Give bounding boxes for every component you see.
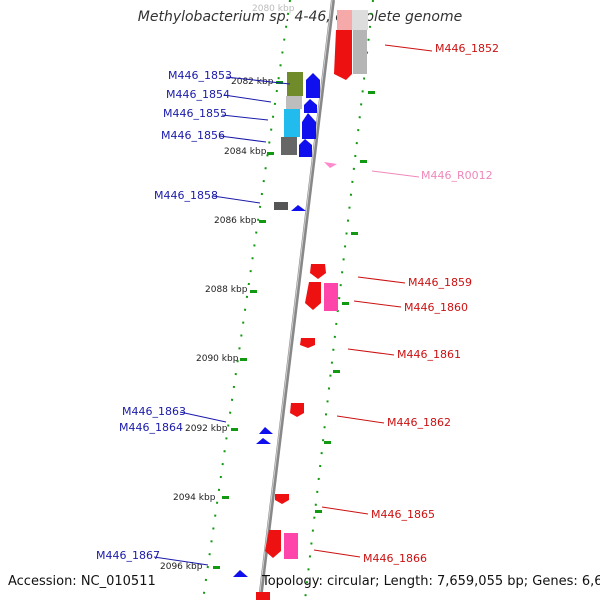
gene-M446_1855-arrow[interactable] [302,113,316,139]
gene-M446_R0012[interactable] [324,162,337,168]
gene-label-M446_1861[interactable]: M446_1861 [397,348,461,361]
gene-M446_1862[interactable] [290,403,304,417]
gene-label-M446_1855[interactable]: M446_1855 [163,107,227,120]
gene-M446_1865[interactable] [275,494,289,504]
left-labels: M446_1853 M446_1854 M446_1855 M446_1856 … [96,69,291,566]
tick-mark [213,566,220,569]
tick-mark [259,220,266,223]
tick-mark [231,428,238,431]
gene-M446_1861[interactable] [300,338,315,348]
gene-label-M446_1854[interactable]: M446_1854 [166,88,230,101]
gene-label-M446_1867[interactable]: M446_1867 [96,549,160,562]
gene-label-M446_1859[interactable]: M446_1859 [408,276,472,289]
gene-M446_1863[interactable] [259,427,273,434]
top-tick-label: 2080 kbp [252,4,295,14]
tick-label-2094: 2094 kbp [173,493,216,503]
tick-mark [342,302,349,305]
gene-label-M446_1865[interactable]: M446_1865 [371,508,435,521]
tick-label-2084: 2084 kbp [224,147,267,157]
gene-M446_1864[interactable] [256,438,271,444]
gene-label-M446_1864[interactable]: M446_1864 [119,421,183,434]
gene-cluster-1853-1856[interactable] [281,72,320,157]
gene-label-M446_1853[interactable]: M446_1853 [168,69,232,82]
tick-mark [360,160,367,163]
gene-M446_1867[interactable] [233,570,248,577]
gene-label-M446_1862[interactable]: M446_1862 [387,416,451,429]
gene-M446_1854-arrow[interactable] [304,99,317,113]
map-title: Methylobacterium sp. 4-46, complete geno… [137,9,463,25]
gene-label-M446_1866[interactable]: M446_1866 [363,552,427,565]
tick-label-2082: 2082 kbp [231,77,274,87]
gene-M446_1854-block[interactable] [286,96,302,109]
gene-label-M446_1863[interactable]: M446_1863 [122,405,186,418]
right-labels: M446_1852 M446_R0012 M446_1859 M446_1860… [313,42,499,565]
tick-mark [324,441,331,444]
tick-mark [250,290,257,293]
gene-M446_1855-block[interactable] [284,109,300,137]
gene-M446_1859[interactable] [310,264,326,279]
tick-label-2092: 2092 kbp [185,424,228,434]
gene-label-M446_1858[interactable]: M446_1858 [154,189,218,202]
scale-ticks: 2082 kbp 2084 kbp 2086 kbp 2088 kbp 2090… [160,77,375,572]
genome-backbone [258,0,335,600]
gene-M446_1856-arrow[interactable] [299,139,312,157]
gene-M446_1856-block[interactable] [281,137,297,155]
tick-mark [315,510,322,513]
tick-label-2088: 2088 kbp [205,285,248,295]
gene-label-M446_R0012[interactable]: M446_R0012 [421,169,493,182]
gene-M446_1858[interactable] [274,202,306,211]
accession-text: Accession: NC_010511 [8,574,156,589]
tick-mark [222,496,229,499]
tick-label-2096: 2096 kbp [160,562,203,572]
tick-mark [368,91,375,94]
gene-label-M446_1852[interactable]: M446_1852 [435,42,499,55]
topology-text: Topology: circular; Length: 7,659,055 bp… [262,574,600,589]
tick-label-2086: 2086 kbp [214,216,257,226]
gene-M446_1853-block[interactable] [287,72,303,96]
gene-M446_1852[interactable] [334,10,368,80]
gene-partial-bottom [256,592,270,600]
gene-M446_1853-arrow[interactable] [306,73,320,98]
genome-backbone-highlight [258,0,333,600]
tick-label-2090: 2090 kbp [196,354,239,364]
tick-mark [351,232,358,235]
gene-M446_1860[interactable] [305,282,338,311]
gene-label-M446_1860[interactable]: M446_1860 [404,301,468,314]
gene-M446_1866[interactable] [265,530,298,559]
gene-label-M446_1856[interactable]: M446_1856 [161,129,225,142]
tick-mark [240,358,247,361]
tick-mark [267,152,274,155]
tick-mark [333,370,340,373]
